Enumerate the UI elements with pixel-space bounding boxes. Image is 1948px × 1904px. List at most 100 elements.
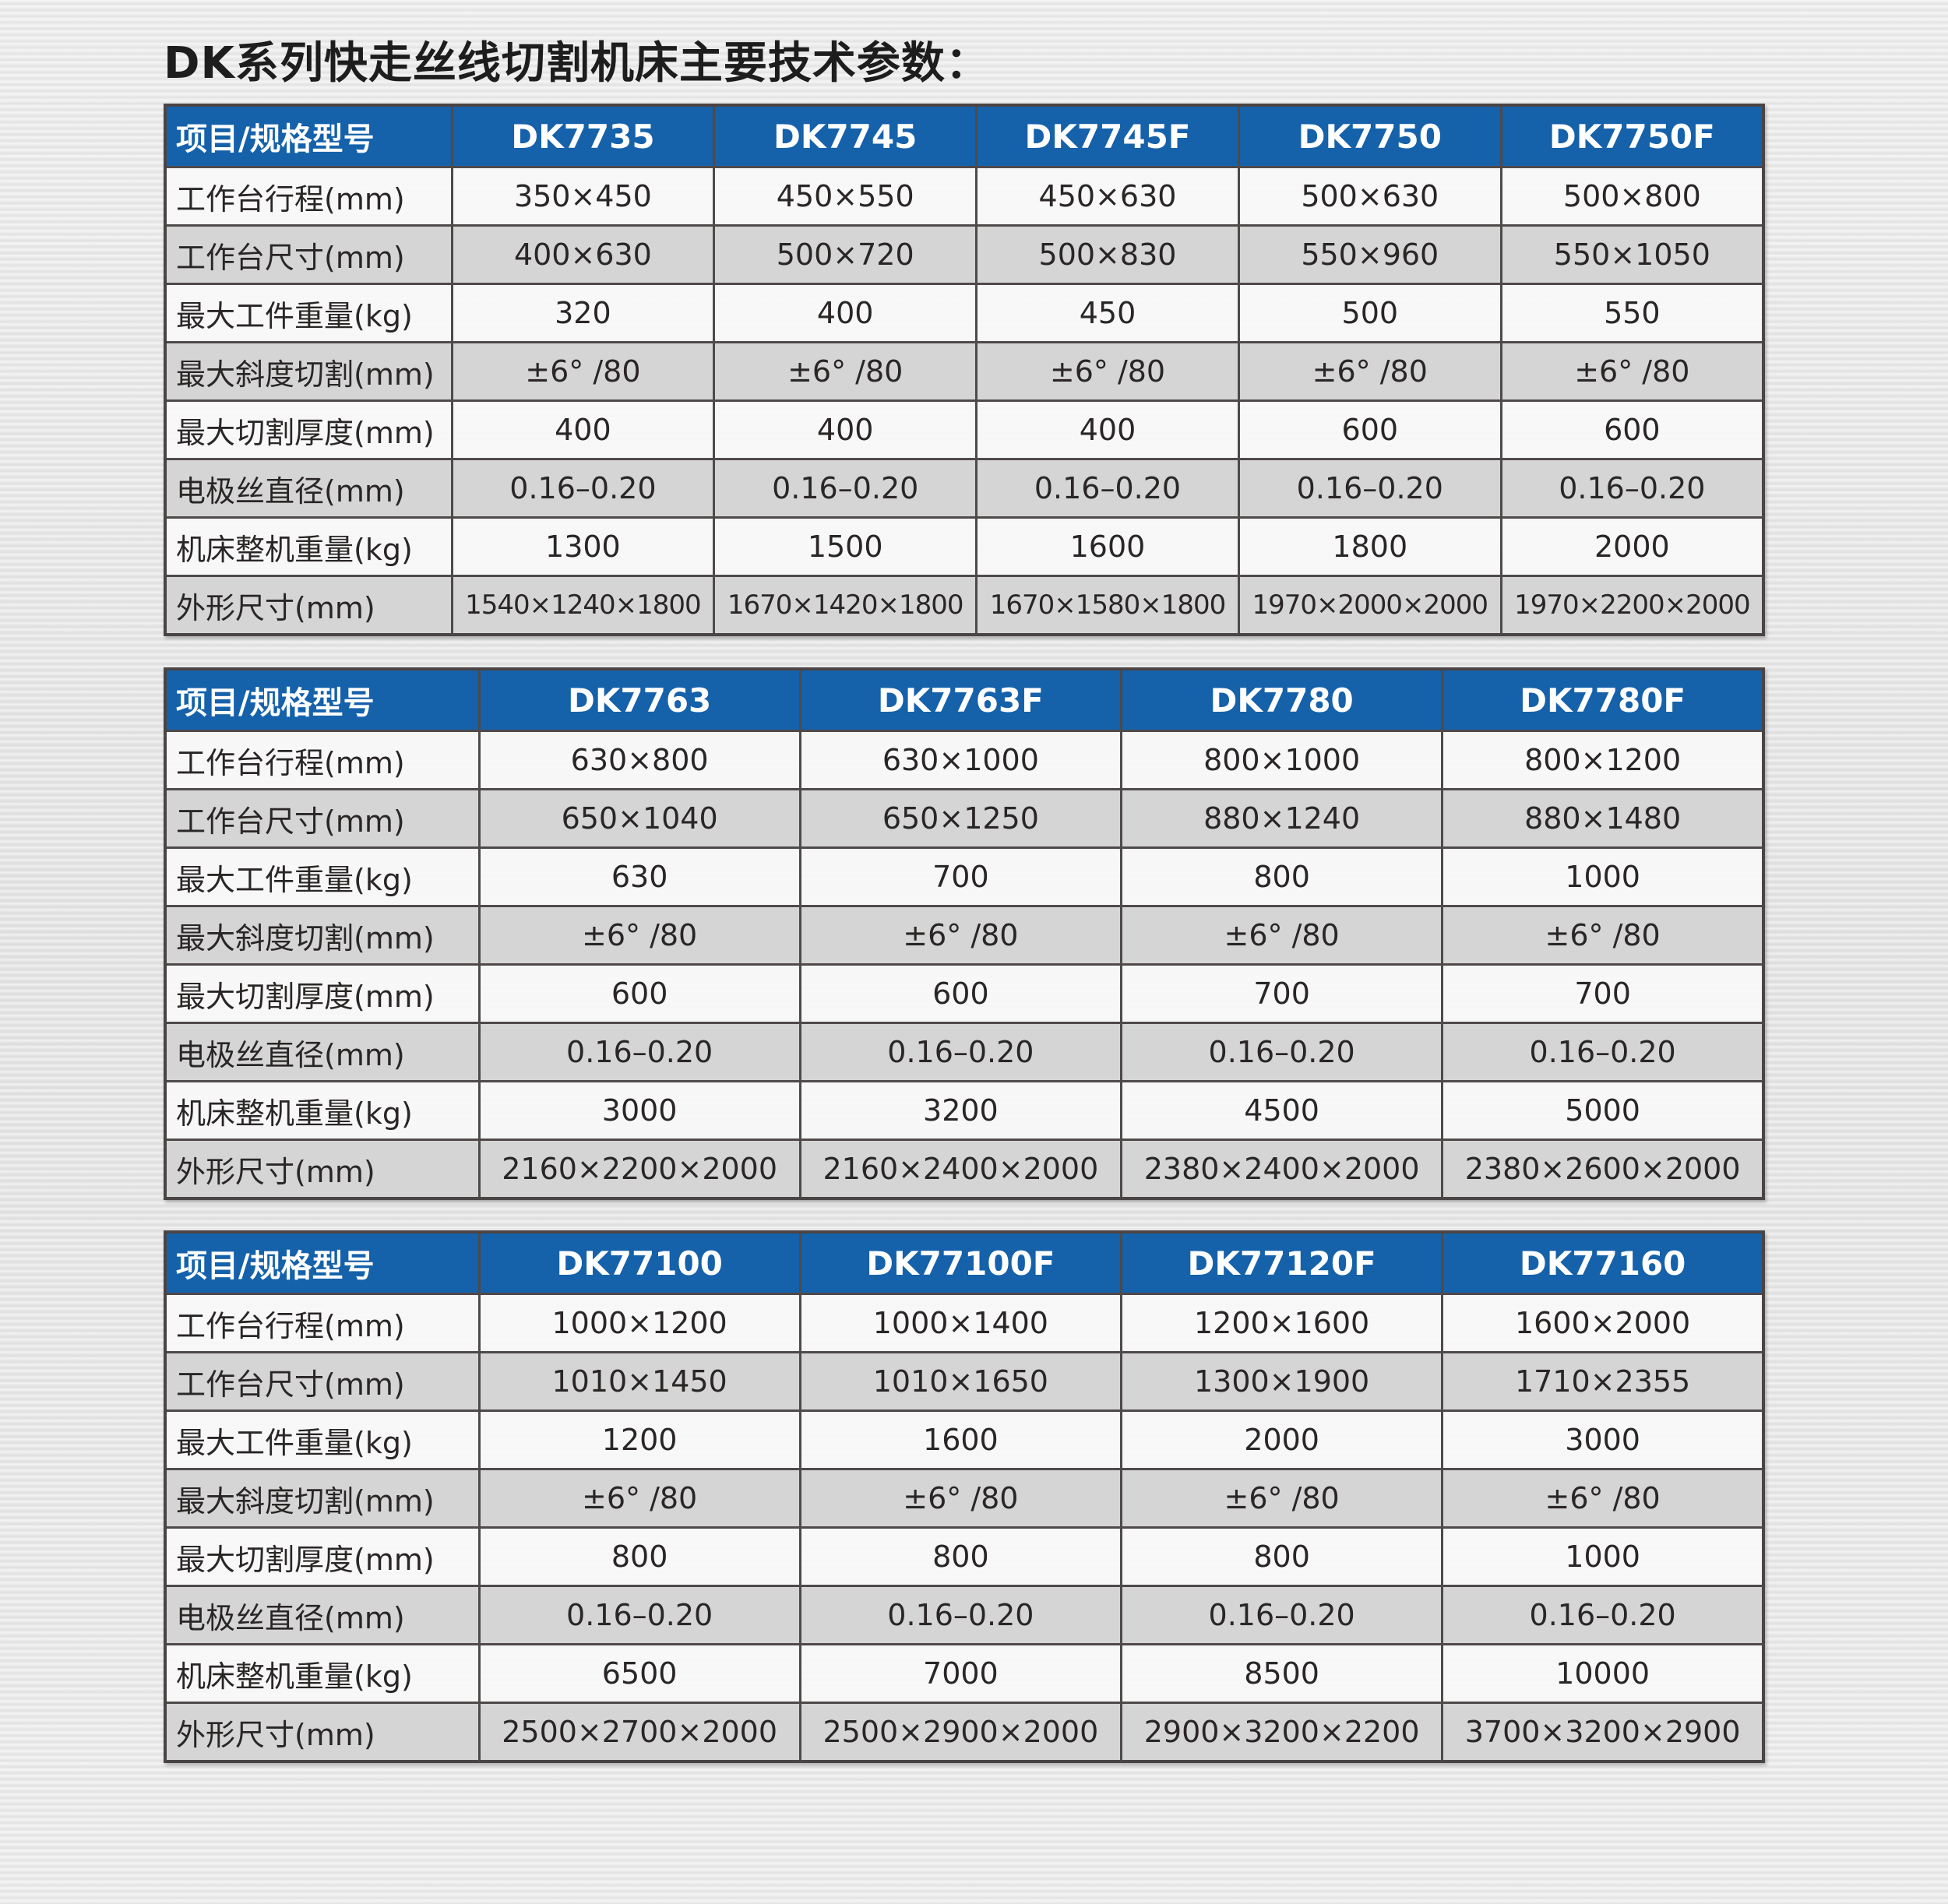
table-cell: 0.16–0.20 (1237, 458, 1502, 519)
table-row: 最大斜度切割(mm) ±6° /80 ±6° /80 ±6° /80 ±6° /80 ±6… (164, 341, 1765, 402)
table-cell: 600 (798, 963, 1123, 1024)
table-cell: 550 (1499, 283, 1765, 343)
table-cell: 10000 (1441, 1643, 1765, 1704)
table-cell: 800 (1119, 1526, 1444, 1587)
table-cell: 0.16–0.20 (450, 458, 716, 519)
model-header: DK7735 (450, 104, 716, 168)
table-cell: ±6° /80 (1119, 905, 1444, 966)
table-row: 电极丝直径(mm) 0.16–0.20 0.16–0.20 0.16–0.20 0.16… (164, 458, 1765, 519)
table-cell: 4500 (1119, 1080, 1444, 1141)
table-cell: 2160×2400×2000 (798, 1139, 1123, 1200)
table-cell: 0.16–0.20 (1119, 1585, 1444, 1645)
table-cell: 400 (450, 399, 716, 460)
table-cell: 350×450 (450, 166, 716, 227)
table-row: 工作台尺寸(mm) 400×630 500×720 500×830 550×960 550… (164, 224, 1765, 285)
spec-table-3: 项目/规格型号 DK77100 DK77100F DK77120F DK77160 工作台… (164, 1230, 1765, 1763)
table-row: 最大工件重量(kg) 630 700 800 1000 (164, 846, 1765, 907)
table-cell: ±6° /80 (1237, 341, 1502, 402)
table-cell: 0.16–0.20 (1441, 1022, 1765, 1082)
table-cell: 800×1000 (1119, 730, 1444, 790)
table-cell: 500×630 (1237, 166, 1502, 227)
table-row: 工作台行程(mm) 350×450 450×550 450×630 500×630 500… (164, 166, 1765, 227)
model-header: DK7745F (975, 104, 1240, 168)
table-row: 电极丝直径(mm) 0.16–0.20 0.16–0.20 0.16–0.20 0.16… (164, 1022, 1765, 1082)
row-label: 最大工件重量(kg) (164, 283, 453, 343)
table-cell: 1970×2200×2000 (1499, 575, 1765, 636)
table-cell: ±6° /80 (477, 1468, 801, 1529)
header-row: 项目/规格型号 DK7735 DK7745 DK7745F DK7750 DK7750F (164, 104, 1765, 168)
table-cell: 1600 (798, 1410, 1123, 1470)
table-cell: 800×1200 (1441, 730, 1765, 790)
model-header: DK7750F (1499, 104, 1765, 168)
table-cell: 1970×2000×2000 (1237, 575, 1502, 636)
table-cell: 1200×1600 (1119, 1293, 1444, 1353)
row-label: 最大斜度切割(mm) (164, 905, 481, 966)
table-row: 外形尺寸(mm) 2160×2200×2000 2160×2400×2000 2380… (164, 1139, 1765, 1200)
row-label: 最大切割厚度(mm) (164, 399, 453, 460)
header-row: 项目/规格型号 DK77100 DK77100F DK77120F DK77160 (164, 1230, 1765, 1295)
table-cell: 450×550 (713, 166, 978, 227)
table-cell: 0.16–0.20 (798, 1022, 1123, 1082)
table-row: 外形尺寸(mm) 2500×2700×2000 2500×2900×2000 2900… (164, 1702, 1765, 1763)
table-cell: 1800 (1237, 516, 1502, 577)
table-row: 机床整机重量(kg) 6500 7000 8500 10000 (164, 1643, 1765, 1704)
header-label: 项目/规格型号 (164, 1230, 481, 1295)
table-cell: ±6° /80 (477, 905, 801, 966)
row-label: 工作台尺寸(mm) (164, 224, 453, 285)
table-cell: 630 (477, 846, 801, 907)
table-row: 外形尺寸(mm) 1540×1240×1800 1670×1420×1800 1670… (164, 575, 1765, 636)
table-cell: 1010×1450 (477, 1351, 801, 1412)
model-header: DK77160 (1441, 1230, 1765, 1295)
table-cell: 6500 (477, 1643, 801, 1704)
table-row: 最大斜度切割(mm) ±6° /80 ±6° /80 ±6° /80 ±6° /80 (164, 905, 1765, 966)
table-cell: ±6° /80 (798, 905, 1123, 966)
table-cell: 3000 (1441, 1410, 1765, 1470)
table-cell: ±6° /80 (1119, 1468, 1444, 1529)
table-cell: 0.16–0.20 (713, 458, 978, 519)
row-label: 工作台尺寸(mm) (164, 788, 481, 849)
table-row: 电极丝直径(mm) 0.16–0.20 0.16–0.20 0.16–0.20 0.16… (164, 1585, 1765, 1645)
table-cell: 800 (798, 1526, 1123, 1587)
table-row: 工作台行程(mm) 630×800 630×1000 800×1000 800×1200 (164, 730, 1765, 790)
row-label: 工作台行程(mm) (164, 166, 453, 227)
table-cell: 400 (713, 283, 978, 343)
spec-table-2: 项目/规格型号 DK7763 DK7763F DK7780 DK7780F 工作台行程(m… (164, 667, 1765, 1200)
model-header: DK7750 (1237, 104, 1502, 168)
row-label: 最大切割厚度(mm) (164, 963, 481, 1024)
table-cell: 500×720 (713, 224, 978, 285)
spec-table-1: 项目/规格型号 DK7735 DK7745 DK7745F DK7750 DK7750F 工… (164, 104, 1765, 636)
table-cell: 2000 (1119, 1410, 1444, 1470)
row-label: 最大工件重量(kg) (164, 1410, 481, 1470)
table-cell: ±6° /80 (975, 341, 1240, 402)
table-cell: 7000 (798, 1643, 1123, 1704)
table-cell: ±6° /80 (798, 1468, 1123, 1529)
table-cell: 2000 (1499, 516, 1765, 577)
row-label: 外形尺寸(mm) (164, 575, 453, 636)
row-label: 最大斜度切割(mm) (164, 341, 453, 402)
table-row: 最大切割厚度(mm) 400 400 400 600 600 (164, 399, 1765, 460)
table-cell: 600 (1237, 399, 1502, 460)
model-header: DK77100 (477, 1230, 801, 1295)
table-cell: 2500×2700×2000 (477, 1702, 801, 1763)
row-label: 电极丝直径(mm) (164, 458, 453, 519)
table-row: 工作台尺寸(mm) 1010×1450 1010×1650 1300×1900 1710… (164, 1351, 1765, 1412)
row-label: 机床整机重量(kg) (164, 1643, 481, 1704)
table-cell: 500×800 (1499, 166, 1765, 227)
row-label: 机床整机重量(kg) (164, 1080, 481, 1141)
table-row: 最大斜度切割(mm) ±6° /80 ±6° /80 ±6° /80 ±6° /80 (164, 1468, 1765, 1529)
row-label: 外形尺寸(mm) (164, 1702, 481, 1763)
table-cell: 1670×1580×1800 (975, 575, 1240, 636)
row-label: 电极丝直径(mm) (164, 1022, 481, 1082)
table-cell: 400 (713, 399, 978, 460)
row-label: 工作台尺寸(mm) (164, 1351, 481, 1412)
table-cell: 500×830 (975, 224, 1240, 285)
model-header: DK7780 (1119, 667, 1444, 732)
table-cell: 800 (1119, 846, 1444, 907)
row-label: 工作台行程(mm) (164, 1293, 481, 1353)
table-cell: 450 (975, 283, 1240, 343)
table-cell: 550×960 (1237, 224, 1502, 285)
row-label: 最大切割厚度(mm) (164, 1526, 481, 1587)
table-row: 最大工件重量(kg) 1200 1600 2000 3000 (164, 1410, 1765, 1470)
table-cell: 400 (975, 399, 1240, 460)
table-cell: 1300 (450, 516, 716, 577)
